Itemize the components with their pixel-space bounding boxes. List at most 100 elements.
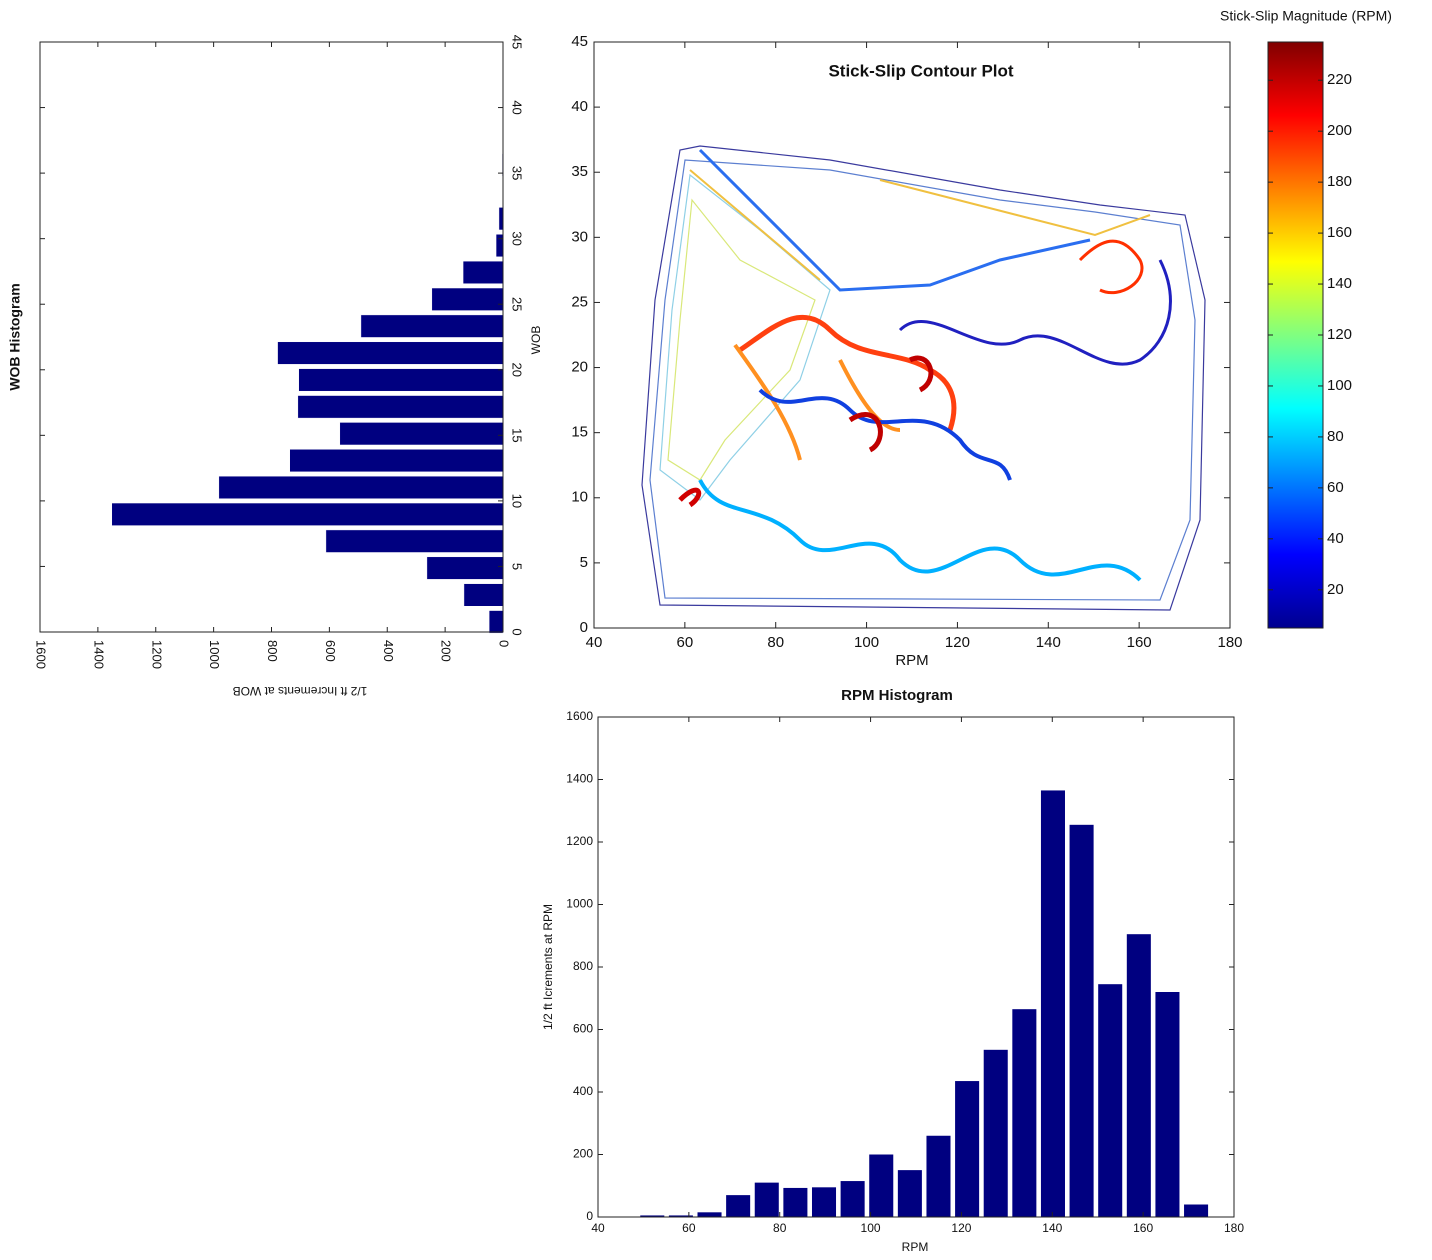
bar xyxy=(498,207,504,231)
x-tick-label: 120 xyxy=(945,634,970,651)
x-tick-label: 160 xyxy=(1133,1221,1153,1235)
contour-lines xyxy=(641,145,1206,611)
bar xyxy=(111,502,504,526)
bar xyxy=(726,1195,751,1217)
bar xyxy=(297,395,504,419)
x-tick-label: 80 xyxy=(773,1221,787,1235)
bar xyxy=(1012,1009,1037,1217)
x-tick-label: 0 xyxy=(497,640,512,647)
y-tick-label: 20 xyxy=(510,363,525,377)
y-tick-label: 45 xyxy=(571,33,588,50)
colorbar-tick-label: 160 xyxy=(1327,224,1352,241)
y-tick-label: 25 xyxy=(510,297,525,311)
y-tick-label: 1400 xyxy=(566,772,593,786)
axes-frame xyxy=(593,41,1231,629)
bar xyxy=(955,1081,980,1217)
x-tick-label: 180 xyxy=(1224,1221,1244,1235)
y-tick-label: 400 xyxy=(573,1084,593,1098)
x-tick-label: 160 xyxy=(1127,634,1152,651)
x-tick-label: 180 xyxy=(1217,634,1242,651)
x-tick-label: 400 xyxy=(381,640,396,662)
bar xyxy=(463,583,504,607)
colorbar-tick-label: 220 xyxy=(1327,71,1352,88)
x-axis-label: 1/2 ft Increments at WOB xyxy=(233,684,368,698)
bar xyxy=(339,422,504,446)
chart-title: WOB Histogram xyxy=(7,283,23,390)
bar xyxy=(783,1187,808,1217)
x-tick-label: 1400 xyxy=(91,640,106,669)
x-axis-label: RPM xyxy=(895,652,928,669)
y-axis-label: WOB xyxy=(529,326,543,355)
colorbar-tick-label: 180 xyxy=(1327,173,1352,190)
y-tick-label: 20 xyxy=(571,359,588,376)
axes: 40 60 80 100 120 140 160 180 0 5 10 15 20 25 30 35 40 45 S… xyxy=(571,8,1392,669)
bar xyxy=(426,556,504,580)
bar xyxy=(926,1135,951,1217)
y-tick-label: 10 xyxy=(571,489,588,506)
colorbar xyxy=(1267,41,1324,629)
bar xyxy=(811,1187,837,1217)
y-tick-label: 800 xyxy=(573,959,593,973)
bar xyxy=(840,1181,865,1217)
axes: 40 60 80 100 120 140 160 180 0 200 400 600 800 1000 12… xyxy=(541,687,1244,1254)
y-tick-label: 30 xyxy=(571,228,588,245)
x-axis-label: RPM xyxy=(902,1240,929,1254)
x-tick-label: 1600 xyxy=(34,640,49,669)
colorbar-tick-label: 40 xyxy=(1327,530,1344,547)
bar xyxy=(640,1215,665,1217)
bar xyxy=(897,1170,922,1217)
y-tick-label: 1200 xyxy=(566,834,593,848)
y-tick-label: 45 xyxy=(510,35,525,49)
chart-title: Stick-Slip Contour Plot xyxy=(828,61,1013,80)
y-tick-label: 15 xyxy=(571,424,588,441)
colorbar-tick-label: 200 xyxy=(1327,122,1352,139)
y-tick-label: 10 xyxy=(510,494,525,508)
bar xyxy=(1098,984,1123,1217)
y-tick-label: 600 xyxy=(573,1022,593,1036)
y-tick-label: 35 xyxy=(510,166,525,180)
colorbar-tick-label: 60 xyxy=(1327,479,1344,496)
x-tick-label: 100 xyxy=(854,634,879,651)
bar xyxy=(697,1212,722,1217)
y-tick-label: 1000 xyxy=(566,897,593,911)
bar xyxy=(1126,934,1151,1217)
colorbar-tick-label: 100 xyxy=(1327,377,1352,394)
bar xyxy=(1155,992,1180,1217)
x-tick-label: 140 xyxy=(1036,634,1061,651)
y-tick-label: 30 xyxy=(510,231,525,245)
bar xyxy=(983,1049,1008,1217)
bar xyxy=(1184,1204,1209,1217)
bar xyxy=(325,529,504,553)
bar xyxy=(488,610,504,634)
bar xyxy=(277,341,504,365)
bar xyxy=(668,1215,693,1217)
y-tick-label: 1600 xyxy=(566,709,593,723)
x-tick-label: 1000 xyxy=(207,640,222,669)
bar xyxy=(754,1182,779,1217)
x-tick-label: 140 xyxy=(1042,1221,1062,1235)
bar xyxy=(298,368,504,392)
bar xyxy=(431,287,504,311)
bar xyxy=(1040,790,1065,1217)
y-tick-label: 25 xyxy=(571,293,588,310)
axes: 0 200 400 600 800 1000 1200 1400 1600 0 5 10 15 20 25 3… xyxy=(7,35,543,698)
bar xyxy=(218,475,504,499)
bar xyxy=(495,234,504,258)
y-tick-label: 0 xyxy=(580,619,588,636)
y-tick-label: 40 xyxy=(571,98,588,115)
y-tick-label: 200 xyxy=(573,1147,593,1161)
y-tick-label: 0 xyxy=(510,628,525,635)
y-tick-label: 5 xyxy=(580,554,588,571)
x-tick-label: 200 xyxy=(439,640,454,662)
colorbar-tick-label: 120 xyxy=(1327,326,1352,343)
x-tick-label: 800 xyxy=(265,640,280,662)
colorbar-label: Stick-Slip Magnitude (RPM) xyxy=(1220,8,1392,24)
bar xyxy=(289,449,504,473)
x-tick-label: 100 xyxy=(861,1221,881,1235)
x-tick-label: 120 xyxy=(951,1221,971,1235)
colorbar-tick-label: 20 xyxy=(1327,581,1344,598)
x-tick-label: 600 xyxy=(323,640,338,662)
colorbar-tick-label: 140 xyxy=(1327,275,1352,292)
